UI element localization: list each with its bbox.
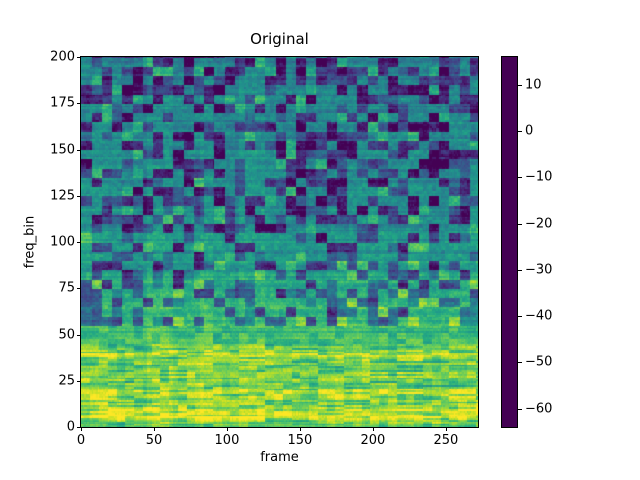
colorbar-tick-mark bbox=[518, 84, 522, 86]
colorbar-tick-label: −50 bbox=[525, 354, 553, 370]
x-tick-mark bbox=[445, 427, 447, 431]
y-tick-label: 50 bbox=[58, 327, 75, 342]
y-tick-mark bbox=[77, 103, 81, 105]
x-tick-mark bbox=[372, 427, 374, 431]
colorbar bbox=[501, 56, 518, 428]
colorbar-tick-mark bbox=[518, 131, 522, 132]
x-tick-mark bbox=[81, 427, 82, 431]
y-tick-label: 200 bbox=[50, 49, 75, 65]
plot-area bbox=[80, 56, 479, 428]
colorbar-tick-mark bbox=[518, 408, 522, 410]
y-axis-label: freq_bin bbox=[22, 215, 38, 269]
colorbar-tick-mark bbox=[518, 223, 522, 225]
y-tick-label: 150 bbox=[50, 142, 75, 157]
colorbar-tick-label: −20 bbox=[525, 216, 553, 231]
x-tick-label: 200 bbox=[360, 433, 386, 448]
y-tick-label: 175 bbox=[50, 95, 75, 111]
y-tick-mark bbox=[77, 149, 81, 151]
x-tick-mark bbox=[226, 427, 228, 431]
y-tick-mark bbox=[77, 288, 81, 290]
y-tick-mark bbox=[77, 57, 81, 58]
y-tick-mark bbox=[77, 242, 81, 243]
x-tick-label: 150 bbox=[287, 433, 313, 448]
y-tick-label: 125 bbox=[50, 188, 75, 204]
x-tick-mark bbox=[299, 427, 301, 431]
plot-title: Original bbox=[250, 30, 309, 48]
colorbar-tick-label: −60 bbox=[525, 401, 553, 416]
y-tick-mark bbox=[77, 195, 81, 197]
x-tick-label: 100 bbox=[214, 433, 240, 448]
y-tick-mark bbox=[77, 427, 81, 428]
x-tick-label: 50 bbox=[145, 433, 163, 448]
colorbar-tick-label: −10 bbox=[525, 169, 553, 185]
y-tick-label: 100 bbox=[50, 234, 75, 250]
y-tick-mark bbox=[77, 380, 81, 382]
colorbar-tick-label: −30 bbox=[525, 262, 553, 278]
colorbar-tick-mark bbox=[518, 177, 522, 179]
y-tick-label: 0 bbox=[66, 419, 75, 435]
colorbar-tick-mark bbox=[518, 316, 522, 317]
colorbar-tick-mark bbox=[518, 362, 522, 364]
x-tick-mark bbox=[153, 427, 155, 431]
y-tick-label: 75 bbox=[58, 280, 75, 296]
spectrogram-heatmap bbox=[81, 57, 478, 427]
colorbar-tick-label: −40 bbox=[525, 308, 553, 324]
y-tick-label: 25 bbox=[58, 373, 75, 389]
x-axis-label: frame bbox=[260, 450, 299, 465]
y-tick-mark bbox=[77, 334, 81, 336]
x-tick-label: 250 bbox=[433, 433, 459, 448]
colorbar-tick-label: 10 bbox=[525, 77, 542, 93]
colorbar-tick-mark bbox=[518, 269, 522, 271]
colorbar-tick-label: 0 bbox=[525, 123, 534, 139]
x-tick-label: 0 bbox=[76, 433, 86, 448]
